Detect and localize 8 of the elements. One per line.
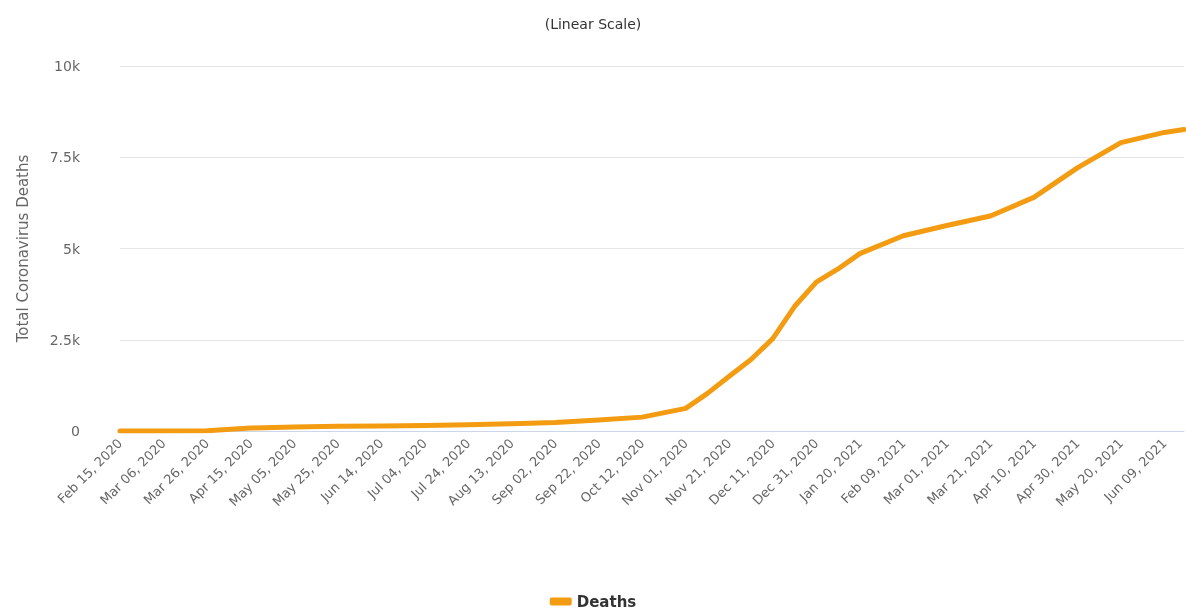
y-tick-label: 2.5k <box>49 331 81 348</box>
legend-label: Deaths <box>576 592 637 611</box>
chart-title: (Linear Scale) <box>544 16 642 32</box>
y-tick-label: 7.5k <box>49 149 81 166</box>
y-tick-label: 0 <box>71 423 80 439</box>
y-tick-label: 5k <box>62 240 81 257</box>
y-axis-title: Total Coronavirus Deaths <box>13 154 32 344</box>
y-tick-label: 10k <box>54 58 81 74</box>
